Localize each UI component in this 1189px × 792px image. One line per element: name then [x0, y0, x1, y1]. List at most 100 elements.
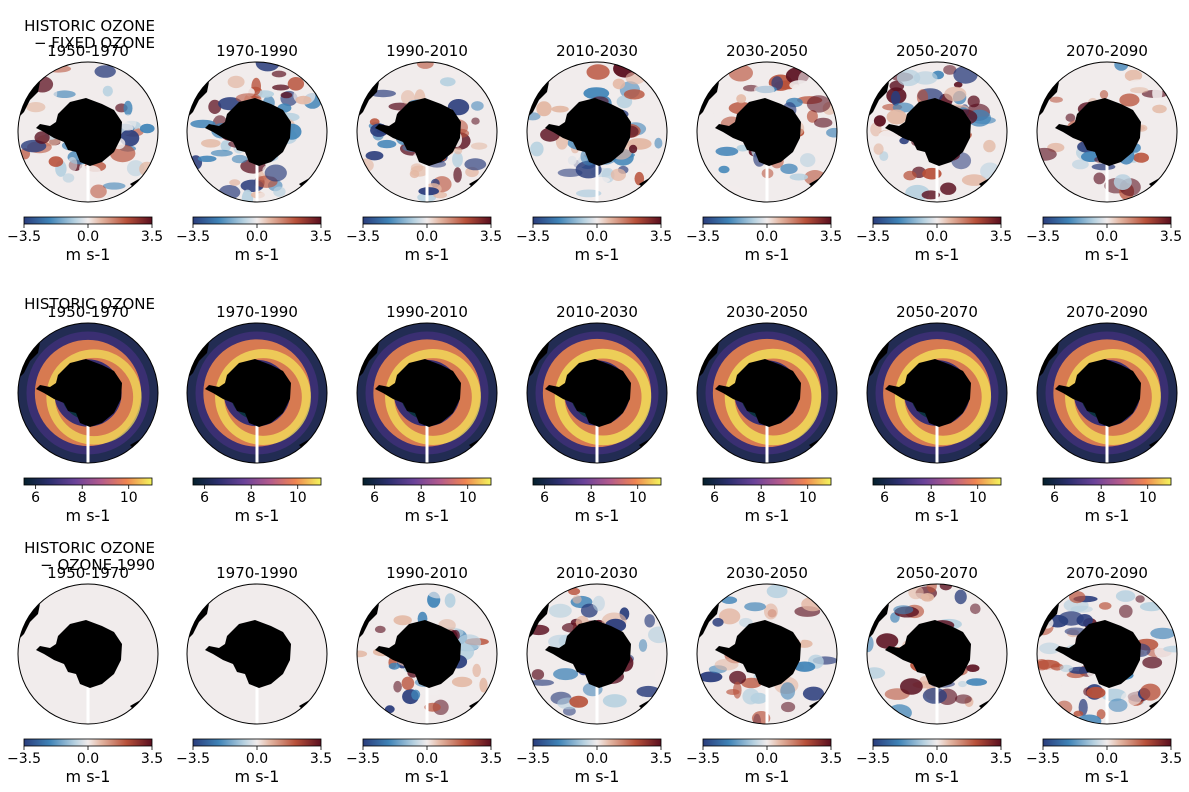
colorbar — [192, 738, 322, 747]
field-patch — [1049, 96, 1063, 103]
field-patch — [583, 87, 610, 100]
antarctica-shape — [36, 620, 122, 688]
field-patch — [479, 677, 488, 693]
map-panel-2030-2050: 2030-2050 −3.5 0.0 3.5 m s-1 — [686, 42, 842, 264]
field-patch — [1119, 604, 1133, 618]
colorbar-tick-label: 10 — [120, 490, 138, 506]
panel-title: 2030-2050 — [726, 564, 808, 582]
map-boundary — [186, 61, 328, 203]
field-patch — [287, 77, 305, 91]
field-patch — [1108, 698, 1128, 712]
field-patch — [654, 666, 667, 684]
field-patch — [891, 90, 901, 106]
field-patch — [903, 170, 917, 181]
map-boundary — [526, 583, 668, 725]
field-patch — [970, 603, 981, 615]
colorbar-tick-label: 3.5 — [480, 751, 502, 767]
colorbar-unit-label: m s-1 — [66, 506, 111, 525]
colorbar-tick-label: 6 — [540, 490, 549, 506]
antarctica-shape — [375, 620, 461, 688]
field-patch — [629, 144, 638, 154]
south-america-shape — [187, 343, 209, 379]
field-patch — [873, 143, 884, 155]
colorbar-tick-label: 0.0 — [246, 751, 268, 767]
field-patch — [1098, 602, 1112, 610]
field-patch — [78, 165, 101, 179]
colorbar-tick-label: 0.0 — [756, 751, 778, 767]
field-patch — [1113, 174, 1132, 191]
field-patch — [806, 110, 818, 123]
map-field — [867, 323, 1007, 463]
field-patch — [780, 163, 798, 174]
field-patch — [210, 149, 233, 157]
antarctica-shape — [715, 359, 801, 427]
field-patch — [966, 678, 987, 686]
panel-title: 1970-1990 — [216, 303, 298, 321]
colorbar-tick-label: 3.5 — [820, 751, 842, 767]
colorbar — [1042, 738, 1172, 747]
colorbar-tick-label: 10 — [459, 490, 477, 506]
field-patch — [1065, 113, 1076, 122]
map-field — [18, 323, 158, 463]
colorbar — [872, 477, 1002, 486]
colorbar-tick-label: 0.0 — [756, 229, 778, 245]
field-patch — [536, 101, 552, 117]
south-america-shape — [187, 82, 209, 118]
colorbar-unit-label: m s-1 — [915, 506, 960, 525]
field-patch — [592, 176, 610, 184]
panel-title: 2010-2030 — [556, 564, 638, 582]
antarctica-shape — [375, 98, 461, 166]
field-patch — [754, 84, 775, 96]
field-patch — [411, 689, 421, 700]
colorbar — [532, 477, 662, 486]
antarctica-shape — [205, 98, 291, 166]
map-boundary — [526, 61, 668, 203]
field-patch — [102, 182, 126, 190]
field-patch — [62, 173, 75, 183]
colorbar-tick-label: 6 — [200, 490, 209, 506]
field-patch — [1096, 709, 1106, 720]
map-boundary — [866, 61, 1008, 203]
colorbar — [702, 477, 832, 486]
field-patch — [781, 592, 800, 609]
map-boundary — [17, 322, 159, 464]
field-patch — [867, 667, 886, 679]
jet-core — [554, 348, 652, 446]
colorbar-unit-label: m s-1 — [745, 767, 790, 786]
panel-title: 2070-2090 — [1066, 303, 1148, 321]
field-patch — [712, 617, 724, 627]
colorbar-tick-label: −3.5 — [686, 229, 720, 245]
field-patch — [966, 664, 980, 672]
field-patch — [921, 190, 940, 200]
field-patch — [416, 62, 434, 69]
field-patch — [139, 123, 155, 134]
colorbar-tick-label: 0.0 — [246, 229, 268, 245]
map-boundary — [866, 583, 1008, 725]
field-patch — [1073, 710, 1084, 717]
colorbar — [362, 738, 492, 747]
south-america-shape — [697, 343, 719, 379]
colorbar-tick-label: 0.0 — [77, 229, 99, 245]
colorbar-tick-label: 3.5 — [1160, 229, 1182, 245]
colorbar-tick-label: 3.5 — [1160, 751, 1182, 767]
south-america-shape — [867, 82, 889, 118]
colorbar — [192, 477, 322, 486]
field-patch — [893, 605, 914, 615]
panel-title: 2050-2070 — [896, 564, 978, 582]
map-field — [357, 323, 497, 463]
field-patch — [1037, 147, 1057, 161]
field-patch — [530, 679, 554, 686]
colorbar-tick-label: −3.5 — [856, 229, 890, 245]
field-patch — [648, 626, 667, 644]
map-panel-1950-1970: 1950-1970 6 8 10 m s-1 — [17, 303, 159, 525]
field-patch — [765, 176, 789, 194]
map-panel-1970-1990: 1970-1990 6 8 10 m s-1 — [186, 303, 328, 525]
colorbar-tick-label: 8 — [247, 490, 256, 506]
colorbar-tick-label: −3.5 — [516, 751, 550, 767]
field-patch — [451, 676, 473, 688]
map-panel-2070-2090: 2070-2090 6 8 10 m s-1 — [1036, 303, 1178, 525]
colorbar-tick-label: −3.5 — [516, 229, 550, 245]
field-patch — [600, 589, 619, 598]
colorbar-tick-label: 0.0 — [416, 229, 438, 245]
